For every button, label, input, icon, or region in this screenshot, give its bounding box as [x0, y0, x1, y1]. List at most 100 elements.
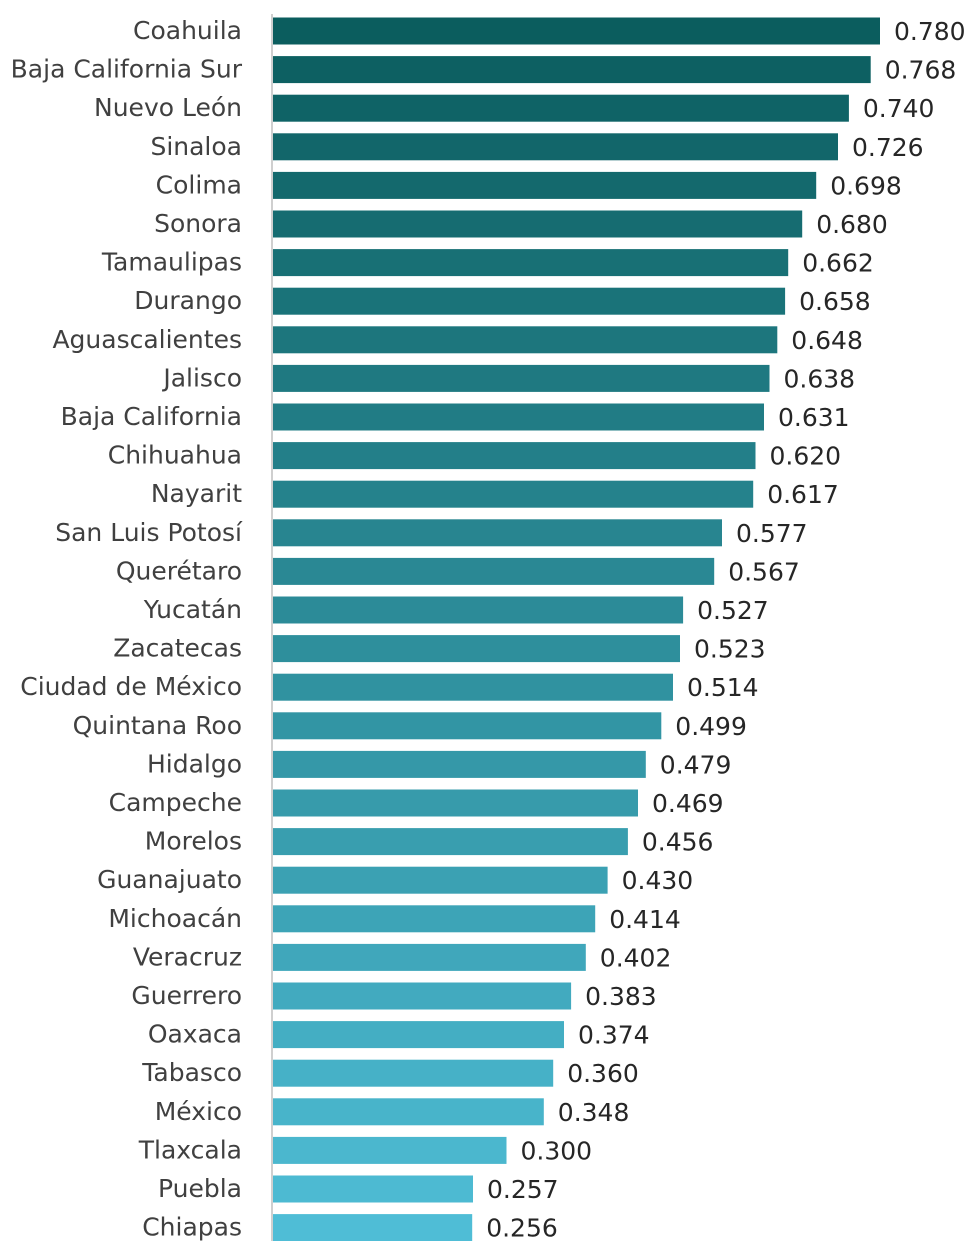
value-labels: 0.780 0.768 0.740 0.726 0.698 0.680 0.662 0.658…	[486, 17, 965, 1241]
value-label: 0.514	[687, 673, 759, 702]
category-label: Aguascalientes	[52, 325, 242, 354]
bar	[273, 905, 596, 933]
category-label: Guanajuato	[97, 865, 242, 894]
category-label: Baja California Sur	[11, 55, 243, 84]
value-label: 0.257	[487, 1175, 559, 1204]
bar	[273, 94, 849, 122]
value-label: 0.402	[600, 943, 672, 972]
bar	[273, 982, 572, 1010]
value-label: 0.469	[652, 789, 724, 818]
category-label: Yucatán	[143, 595, 242, 624]
value-label: 0.430	[622, 866, 694, 895]
value-label: 0.256	[486, 1214, 558, 1241]
bar	[273, 519, 722, 547]
value-label: 0.479	[660, 750, 732, 779]
category-label: Tabasco	[141, 1058, 242, 1087]
category-label: Oaxaca	[148, 1020, 242, 1049]
category-label: Michoacán	[108, 904, 242, 933]
category-label: Nuevo León	[94, 93, 242, 122]
value-label: 0.658	[799, 287, 871, 316]
category-label: Guerrero	[131, 981, 242, 1010]
bar	[273, 1021, 564, 1049]
value-label: 0.414	[609, 905, 681, 934]
value-label: 0.456	[642, 828, 714, 857]
value-label: 0.527	[697, 596, 769, 625]
bar	[273, 828, 628, 856]
bar	[273, 480, 754, 508]
bar	[273, 442, 756, 470]
value-label: 0.499	[675, 712, 747, 741]
category-label: Durango	[134, 286, 242, 315]
category-label: Baja California	[61, 402, 242, 431]
bar	[273, 750, 646, 778]
bar	[273, 557, 715, 585]
value-label: 0.300	[521, 1136, 593, 1165]
bar	[273, 326, 778, 354]
bar	[273, 56, 871, 84]
bar	[273, 712, 662, 740]
category-label: Morelos	[145, 827, 242, 856]
category-label: Tlaxcala	[138, 1135, 242, 1164]
category-label: Nayarit	[151, 479, 242, 508]
bar	[273, 1059, 554, 1087]
category-label: Hidalgo	[147, 749, 242, 778]
value-label: 0.698	[830, 171, 902, 200]
value-label: 0.648	[791, 326, 863, 355]
value-label: 0.617	[767, 480, 839, 509]
category-label: Coahuila	[133, 16, 242, 45]
bar	[273, 171, 817, 199]
bar	[273, 364, 770, 392]
value-label: 0.726	[852, 133, 924, 162]
bar	[273, 1098, 544, 1126]
category-label: Puebla	[158, 1174, 242, 1203]
value-label: 0.620	[770, 442, 842, 471]
bar	[273, 943, 586, 971]
value-label: 0.374	[578, 1021, 650, 1050]
category-label: Colima	[156, 170, 242, 199]
bar	[273, 249, 789, 277]
value-label: 0.348	[558, 1098, 630, 1127]
category-label: Veracruz	[133, 942, 242, 971]
category-label: Tamaulipas	[101, 248, 242, 277]
category-label: Zacatecas	[113, 634, 242, 663]
value-label: 0.577	[736, 519, 808, 548]
value-label: 0.638	[784, 364, 856, 393]
category-label: Ciudad de México	[20, 672, 242, 701]
value-label: 0.383	[585, 982, 657, 1011]
category-label: Jalisco	[161, 363, 242, 392]
bar	[273, 17, 880, 45]
bar	[273, 403, 764, 431]
category-label: Campeche	[109, 788, 242, 817]
category-label: Chihuahua	[108, 441, 242, 470]
bar	[273, 1136, 507, 1164]
value-label: 0.662	[802, 249, 874, 278]
bar	[273, 635, 680, 663]
value-label: 0.768	[885, 56, 957, 85]
bar	[273, 789, 638, 817]
bar	[273, 1214, 473, 1241]
bar	[273, 287, 786, 315]
category-labels: Coahuila Baja California Sur Nuevo León Sin…	[11, 16, 243, 1241]
bar	[273, 1175, 473, 1203]
value-label: 0.740	[863, 94, 935, 123]
category-label: Sonora	[154, 209, 242, 238]
value-label: 0.631	[778, 403, 850, 432]
value-label: 0.360	[567, 1059, 639, 1088]
value-label: 0.567	[728, 557, 800, 586]
bar	[273, 596, 684, 624]
bar	[273, 866, 608, 894]
category-label: Quintana Roo	[73, 711, 242, 740]
bar	[273, 133, 838, 161]
value-label: 0.523	[694, 635, 766, 664]
category-label: México	[155, 1097, 242, 1126]
category-label: Chiapas	[142, 1213, 242, 1241]
bar	[273, 210, 803, 238]
bars-layer	[273, 17, 880, 1241]
value-label: 0.680	[816, 210, 888, 239]
category-label: Sinaloa	[150, 132, 242, 161]
bar	[273, 673, 673, 701]
category-label: San Luis Potosí	[55, 518, 243, 547]
category-label: Querétaro	[116, 556, 242, 585]
value-label: 0.780	[894, 17, 966, 46]
